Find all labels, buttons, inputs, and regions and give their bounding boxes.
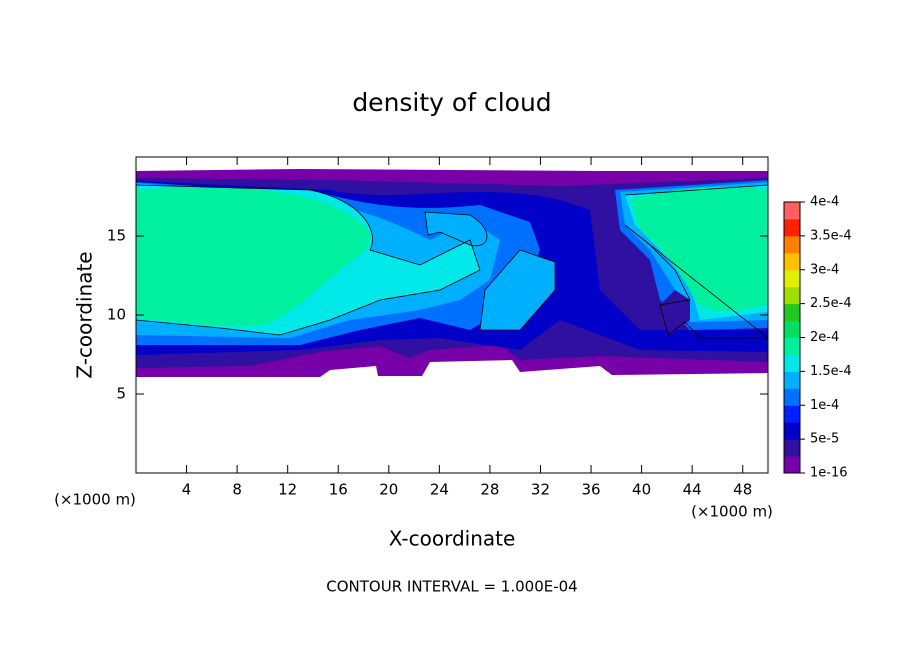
colorbar-band bbox=[784, 303, 800, 322]
x-tick-label: 48 bbox=[733, 481, 752, 499]
colorbar-band bbox=[784, 371, 800, 389]
x-tick-label: 36 bbox=[581, 481, 600, 499]
colorbar-band bbox=[784, 320, 800, 338]
annotation: CONTOUR INTERVAL = 1.000E-04 bbox=[326, 578, 577, 596]
x-tick-label: 40 bbox=[632, 481, 651, 499]
colorbar-band bbox=[784, 337, 800, 355]
y-tick-label: 10 bbox=[107, 306, 126, 324]
field-region bbox=[425, 212, 487, 246]
colorbar-tick-label: 3.5e-4 bbox=[810, 228, 852, 243]
field-region bbox=[136, 187, 768, 327]
chart-title: density of cloud bbox=[352, 88, 551, 117]
x-tick-label: 16 bbox=[329, 481, 348, 499]
contour-line bbox=[136, 184, 481, 336]
x-unit: (×1000 m) bbox=[691, 503, 773, 521]
colorbar-band bbox=[784, 354, 800, 372]
colorbar-band bbox=[784, 202, 800, 220]
colorbar-band bbox=[784, 286, 800, 305]
x-unit: (×1000 m) bbox=[54, 491, 136, 509]
colorbar-band bbox=[784, 252, 800, 271]
colorbar-tick-label: 3e-4 bbox=[810, 262, 839, 277]
x-tick-label: 24 bbox=[430, 481, 449, 499]
x-tick-label: 28 bbox=[480, 481, 499, 499]
x-tick-label: 44 bbox=[683, 481, 702, 499]
colorbar-tick-label: 2e-4 bbox=[810, 330, 839, 345]
colorbar-band bbox=[784, 405, 800, 423]
y-axis-label: Z-coordinate bbox=[73, 251, 97, 378]
colorbar-tick-label: 5e-5 bbox=[810, 432, 839, 447]
colorbar-band bbox=[784, 456, 800, 474]
contour-line bbox=[624, 184, 768, 339]
colorbar-tick-label: 1.5e-4 bbox=[810, 364, 852, 379]
colorbar-tick-label: 4e-4 bbox=[810, 195, 839, 210]
x-tick-label: 32 bbox=[531, 481, 550, 499]
colorbar-band bbox=[784, 422, 800, 440]
colorbar-band bbox=[784, 439, 800, 457]
colorbar-tick-label: 1e-4 bbox=[810, 398, 839, 413]
x-tick-label: 8 bbox=[232, 481, 242, 499]
colorbar-band bbox=[784, 269, 800, 288]
colorbar-band bbox=[784, 388, 800, 406]
x-axis-label: X-coordinate bbox=[389, 527, 516, 551]
colorbar-tick-label: 2.5e-4 bbox=[810, 296, 852, 311]
contour-line bbox=[424, 211, 556, 331]
x-tick-label: 20 bbox=[379, 481, 398, 499]
colorbar-band bbox=[784, 218, 800, 237]
y-tick-label: 5 bbox=[116, 385, 126, 403]
colorbar-tick-label: 1e-16 bbox=[810, 466, 848, 481]
y-tick-label: 15 bbox=[107, 227, 126, 245]
colorbar-band bbox=[784, 235, 800, 254]
x-tick-label: 4 bbox=[182, 481, 192, 499]
field bbox=[136, 169, 768, 377]
x-tick-label: 12 bbox=[278, 481, 297, 499]
